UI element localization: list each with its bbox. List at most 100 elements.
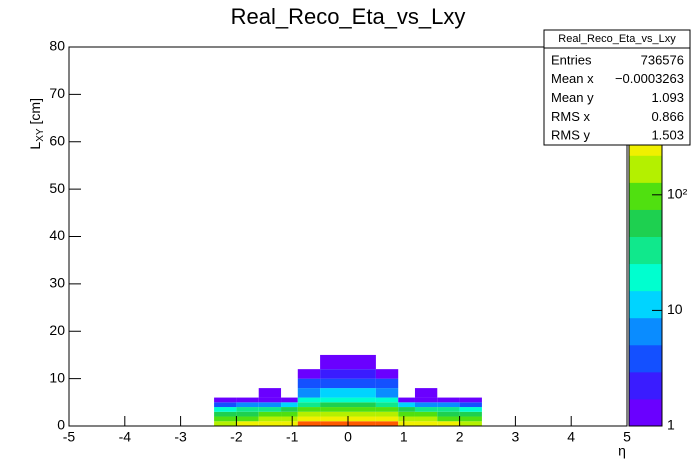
heatmap-cell (281, 402, 298, 408)
z-tick-label: 1 (667, 417, 675, 433)
heatmap-cell (320, 421, 348, 426)
heatmap-cell (398, 407, 415, 412)
x-tick-label: 3 (512, 429, 520, 445)
stats-frame (543, 29, 691, 146)
heatmap-cell (320, 369, 348, 379)
z-tick-label: 10² (667, 186, 688, 202)
heatmap-cell (375, 421, 399, 426)
y-tick-label: 50 (49, 180, 65, 196)
x-tick-label: -3 (174, 429, 187, 445)
heatmap-cell (281, 421, 298, 426)
heatmap-cell (214, 402, 237, 408)
palette-swatch (629, 290, 662, 319)
heatmap-cell (375, 369, 399, 379)
heatmap-cell (414, 388, 438, 398)
x-tick-label: -4 (119, 429, 132, 445)
stats-value: 736576 (641, 52, 684, 67)
y-tick-label: 0 (57, 417, 65, 433)
heatmap-cell (348, 407, 376, 412)
y-tick-label: 10 (49, 369, 65, 385)
heatmap-cell (236, 411, 259, 417)
stats-value: 1.093 (651, 90, 684, 105)
heatmap-cell (297, 421, 321, 426)
stats-value: 1.503 (651, 128, 684, 143)
y-axis-title-main: L (27, 142, 43, 150)
y-tick-label: 40 (49, 227, 65, 243)
palette-swatch (629, 371, 662, 400)
heatmap-cell (297, 378, 321, 389)
heatmap-cell (320, 402, 348, 408)
heatmap-cell (375, 411, 399, 417)
heatmap-cell (320, 397, 348, 403)
heatmap-cell (258, 402, 282, 408)
y-tick-label: 30 (49, 275, 65, 291)
heatmap-cell (258, 416, 282, 422)
heatmap-cell (258, 421, 282, 426)
heatmap-cell (414, 407, 438, 412)
heatmap-cell (320, 378, 348, 389)
heatmap-cell (459, 402, 482, 408)
stats-label: Mean y (551, 90, 594, 105)
heatmap-cell (398, 416, 415, 422)
heatmap-cell (398, 421, 415, 426)
palette-swatch (629, 344, 662, 373)
heatmap-cell (375, 397, 399, 403)
heatmap-cell (398, 397, 415, 403)
heatmap-cell (281, 407, 298, 412)
palette-swatch (629, 209, 662, 237)
heatmap-cell (214, 421, 237, 426)
x-tick-label: 0 (344, 429, 352, 445)
stats-box: Real_Reco_Eta_vs_Lxy Entries 736576 Mean x… (543, 29, 691, 146)
heatmap-cell (398, 402, 415, 408)
heatmap-cell (348, 369, 376, 379)
heatmap-cell (320, 407, 348, 412)
palette-swatch (629, 155, 662, 183)
heatmap-cell (297, 397, 321, 403)
heatmap-cell (214, 411, 237, 417)
heatmap-cell (375, 407, 399, 412)
heatmap-cell (437, 416, 460, 422)
stats-value: −0.0003263 (615, 71, 684, 86)
palette-swatch (629, 236, 662, 265)
heatmap-cell (348, 388, 376, 398)
heatmap-cell (297, 388, 321, 398)
heatmap-cell (375, 378, 399, 389)
x-axis-title: η (618, 443, 626, 459)
heatmap-cell (320, 388, 348, 398)
heatmap-cell (348, 397, 376, 403)
x-tick-label: -5 (63, 429, 76, 445)
heatmap-cell (320, 416, 348, 422)
heatmap-cell (348, 402, 376, 408)
heatmap-cell (258, 397, 282, 403)
x-tick-label: 2 (456, 429, 464, 445)
heatmap-cell (297, 407, 321, 412)
heatmap-cell (281, 411, 298, 417)
heatmap-cell (258, 411, 282, 417)
heatmap-cell (437, 397, 460, 403)
heatmap-cell (414, 421, 438, 426)
stats-title: Real_Reco_Eta_vs_Lxy (558, 33, 676, 45)
heatmap-cell (236, 421, 259, 426)
palette-swatch (629, 182, 662, 210)
heatmap-cell (297, 369, 321, 379)
stats-label: Entries (551, 52, 592, 67)
heatmap-cell (214, 416, 237, 422)
stats-value: 0.866 (651, 109, 684, 124)
heatmap-cell (297, 411, 321, 417)
palette-swatch (629, 398, 662, 427)
heatmap-cell (297, 416, 321, 422)
heatmap-cell (214, 407, 237, 412)
palette-swatch (629, 317, 662, 346)
y-axis-title-unit: [cm] (27, 98, 43, 124)
x-tick-label: 4 (567, 429, 575, 445)
heatmap-cell (236, 407, 259, 412)
heatmap-cell (375, 402, 399, 408)
chart-title: Real_Reco_Eta_vs_Lxy (231, 4, 466, 29)
heatmap-cell (375, 388, 399, 398)
y-tick-label: 80 (49, 38, 65, 54)
stats-label: RMS y (551, 128, 591, 143)
heatmap-cell (236, 402, 259, 408)
stats-label: Mean x (551, 71, 594, 86)
heatmap-cell (348, 411, 376, 417)
